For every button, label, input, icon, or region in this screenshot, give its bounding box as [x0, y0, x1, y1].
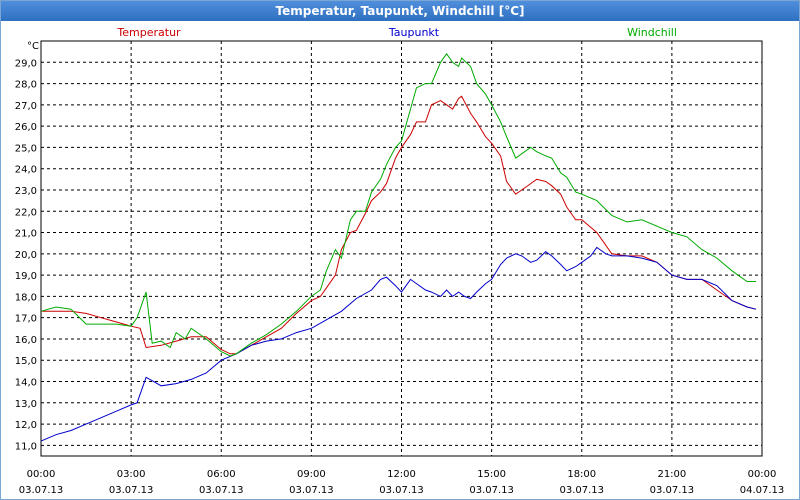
y-tick-label: 29,0 — [15, 58, 37, 69]
y-tick-label: 17,0 — [15, 314, 37, 325]
y-tick-label: 26,0 — [15, 122, 37, 133]
x-tick-time: 00:00 — [27, 469, 56, 480]
legend-temperatur: Temperatur — [116, 26, 181, 39]
y-tick-label: 28,0 — [15, 80, 37, 91]
series-line-windchill — [40, 52, 756, 357]
x-tick-date: 03.07.13 — [559, 485, 604, 496]
y-tick-label: 19,0 — [15, 271, 37, 282]
x-tick-time: 15:00 — [477, 469, 506, 480]
y-tick-label: 20,0 — [15, 250, 37, 261]
y-tick-label: 22,0 — [15, 207, 37, 218]
series-line-taupunkt — [40, 246, 757, 442]
y-tick-label: 11,0 — [15, 441, 37, 452]
x-tick-time: 00:00 — [748, 469, 777, 480]
window-title: Temperatur, Taupunkt, Windchill [°C] — [1, 1, 799, 21]
x-tick-date: 03.07.13 — [19, 485, 64, 496]
y-tick-label: 13,0 — [15, 399, 37, 410]
legend-windchill: Windchill — [627, 26, 677, 39]
y-tick-label: 16,0 — [15, 335, 37, 346]
y-tick-label: 24,0 — [15, 165, 37, 176]
y-tick-label: 15,0 — [15, 356, 37, 367]
y-tick-label: 27,0 — [15, 101, 37, 112]
y-tick-label: 18,0 — [15, 292, 37, 303]
x-tick-date: 03.07.13 — [650, 485, 695, 496]
x-tick-date: 03.07.13 — [109, 485, 154, 496]
x-tick-time: 03:00 — [117, 469, 146, 480]
x-tick-date: 03.07.13 — [469, 485, 514, 496]
x-tick-date: 03.07.13 — [379, 485, 424, 496]
x-tick-date: 03.07.13 — [199, 485, 244, 496]
y-tick-label: 25,0 — [15, 143, 37, 154]
y-axis-label: °C — [27, 41, 39, 52]
line-chart: 11,0 12,0 13,0 14,0 15,0 16,0 17,0 18,0 19,0 20,0… — [15, 26, 785, 496]
legend-taupunkt: Taupunkt — [388, 26, 440, 39]
y-tick-label: 23,0 — [15, 186, 37, 197]
y-tick-label: 14,0 — [15, 378, 37, 389]
x-tick-time: 21:00 — [657, 469, 686, 480]
x-tick-time: 09:00 — [297, 469, 326, 480]
x-tick-date: 03.07.13 — [289, 485, 334, 496]
x-tick-time: 18:00 — [567, 469, 596, 480]
x-tick-time: 12:00 — [387, 469, 416, 480]
plot-area — [40, 40, 763, 457]
series-line-temperatur — [41, 95, 757, 355]
x-tick-time: 06:00 — [207, 469, 236, 480]
y-tick-label: 21,0 — [15, 229, 37, 240]
y-tick-label: 12,0 — [15, 420, 37, 431]
x-tick-date: 04.07.13 — [740, 485, 785, 496]
